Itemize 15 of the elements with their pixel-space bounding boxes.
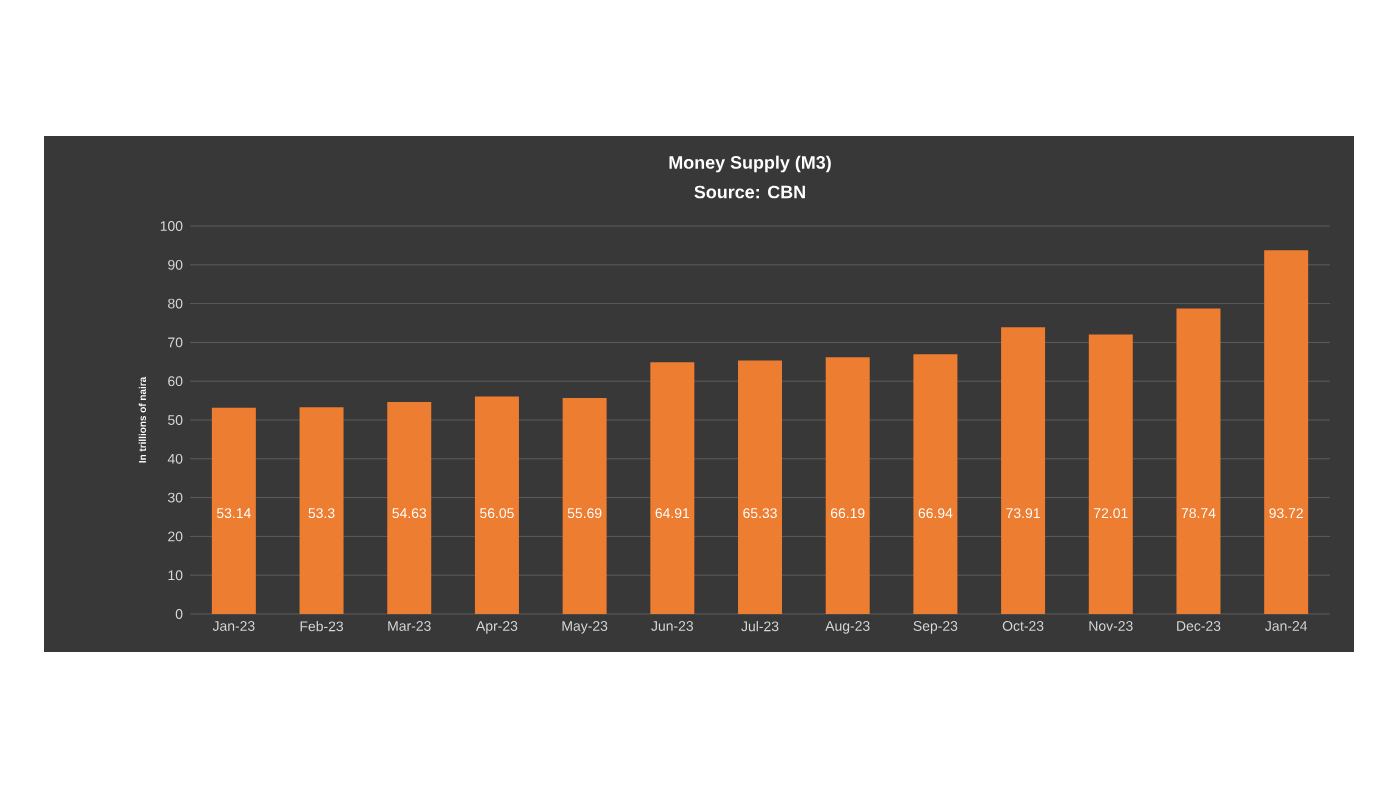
bar (211, 407, 256, 614)
bar (738, 360, 783, 614)
chart-title: Money Supply (M3) (669, 155, 831, 173)
bar (299, 407, 344, 614)
bar (387, 402, 432, 614)
chart-subtitle: Source: CBN (694, 185, 805, 199)
bar (825, 357, 870, 614)
bar (650, 362, 695, 614)
bar (1001, 327, 1046, 614)
bar (562, 397, 607, 614)
bar (1264, 250, 1309, 614)
bar (474, 396, 519, 614)
bar (913, 354, 958, 614)
bar (1088, 334, 1133, 614)
bar (1176, 308, 1221, 614)
